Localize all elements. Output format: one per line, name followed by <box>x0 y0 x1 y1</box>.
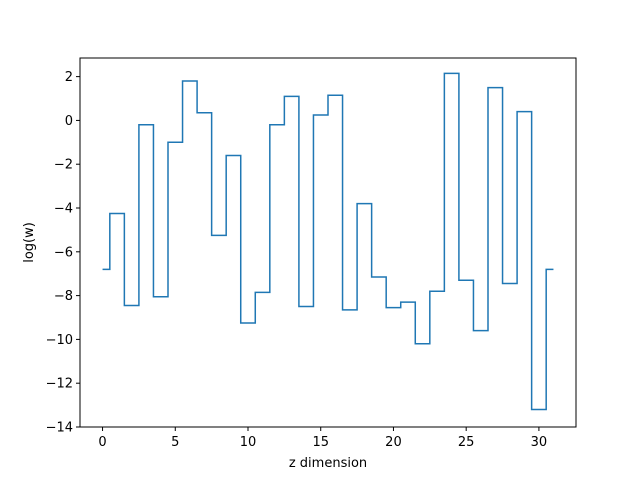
x-axis-label: z dimension <box>289 456 367 471</box>
x-tick-label: 20 <box>385 435 402 450</box>
x-tick-label: 5 <box>171 435 179 450</box>
x-axis-ticks: 0 5 10 15 20 25 30 <box>98 427 547 450</box>
plot-area <box>80 58 576 427</box>
series-layer <box>102 72 554 411</box>
x-tick-label: 0 <box>98 435 106 450</box>
y-tick-label: −4 <box>54 202 73 217</box>
series-line-0 <box>102 72 554 411</box>
x-tick-label: 30 <box>531 435 548 450</box>
x-tick-label: 15 <box>312 435 329 450</box>
plot-frame <box>79 57 577 428</box>
y-tick-label: −2 <box>54 158 73 173</box>
y-tick-label: −14 <box>46 421 73 436</box>
y-axis-label: log(w) <box>22 222 37 263</box>
y-tick-label: 2 <box>65 70 73 85</box>
x-tick-label: 10 <box>240 435 257 450</box>
x-tick-label: 25 <box>458 435 475 450</box>
y-tick-label: −6 <box>54 245 73 260</box>
y-tick-label: −10 <box>46 333 73 348</box>
y-axis-ticks: −14 −12 −10 −8 −6 −4 −2 0 2 <box>46 70 80 436</box>
y-tick-label: 0 <box>65 114 73 129</box>
y-tick-label: −8 <box>54 289 73 304</box>
y-tick-label: −12 <box>46 377 73 392</box>
